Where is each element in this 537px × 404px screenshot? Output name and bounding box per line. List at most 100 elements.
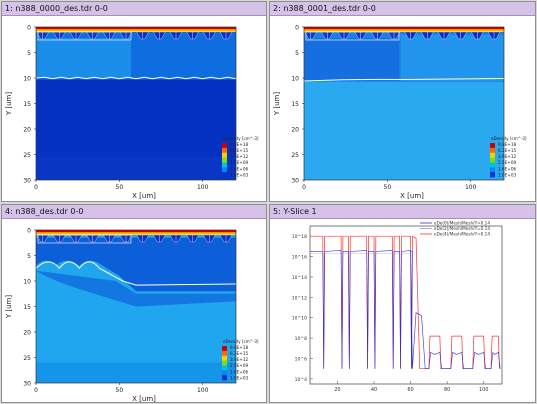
junction-line [35,76,237,80]
y-tick-label: 30 [23,178,31,185]
legend-value: 3.9E+12 [230,154,248,159]
contour-line [305,31,400,41]
y-tick-label: 20 [291,127,299,134]
y-axis-label: Y [um] [5,295,13,319]
legend-value: 6.2E+15 [230,351,248,356]
legend-swatch [222,370,227,376]
contour-region [36,237,236,292]
junction-line [35,261,237,286]
y-tick-label: 10^4 [295,377,307,383]
legend-value: 3.9E+12 [230,357,248,362]
legend-label: eDe(0)/Mesh/Mesh/Y=0.14 [434,221,490,226]
x-axis-label: X [um] [400,192,424,200]
panel-5-title: 5: Y-Slice 1 [270,205,535,219]
y-tick-label: 10^10 [292,316,307,322]
contact-layer [36,232,236,234]
contour-region [36,362,236,383]
contour-region [400,34,504,82]
x-tick-label: 60 [407,387,413,393]
y-tick-label: 10 [23,279,31,286]
y-tick-label: 25 [23,355,31,362]
legend-value: 1.6E+06 [230,369,248,374]
legend-swatch [222,350,227,357]
x-tick-label: 0 [34,184,38,191]
y-tick-label: 10 [23,76,31,83]
x-tick-label: 100 [479,387,489,393]
legend-value: 1.0E+03 [230,375,248,380]
legend-value: 3.9E+12 [498,154,516,159]
y-tick-label: 15 [291,101,299,108]
legend-value: 9.8E+18 [230,142,248,147]
contact-layer [304,29,504,31]
y-tick-label: 5 [27,253,31,260]
legend-swatch [222,152,227,158]
legend-value: 9.8E+18 [230,345,248,350]
legend-value: 6.2E+15 [230,148,248,153]
legend-value: 2.5E+09 [230,160,248,165]
contour-region [36,157,236,180]
panel-4[interactable]: 4: n388_des.tdr 0-0 0 5 10 15 20 25 30 0 50 100 X … [1,204,267,403]
legend-value: 2.5E+09 [230,363,248,368]
contact-layer [36,27,236,29]
legend-swatch [490,143,495,149]
y-tick-label: 5 [295,50,299,57]
x-tick-label: 100 [465,184,477,191]
panel-5-plot: 10^18 10^16 10^14 10^12 10^10 10^8 10^6 10^4 20 4… [292,221,503,393]
legend-swatch [490,162,495,168]
junction-line [303,78,505,82]
contact-layer [36,230,236,232]
contact-layer [36,30,236,32]
y-tick-label: 25 [23,152,31,159]
panel-1-title: 1: n388_0000_des.tdr 0-0 [2,2,266,16]
legend-title: eDensity [cm^-3] [223,339,259,344]
legend-swatch [222,157,227,163]
y-tick-label: 0 [27,25,31,32]
y-tick-label: 25 [291,152,299,159]
x-tick-label: 50 [116,184,124,191]
legend-value: 1.6E+06 [498,166,516,171]
legend-label: eDe(4)/Mesh/Mesh/Y=0.14 [434,232,490,237]
y-tick-label: 10^12 [292,295,307,301]
legend-swatch [222,360,227,366]
legend-swatch [490,157,495,163]
x-tick-label: 20 [334,387,340,393]
y-tick-label: 10^18 [292,234,307,240]
panel-1[interactable]: 1: n388_0000_des.tdr 0-0 0 5 10 15 20 25 30 0 50… [1,1,267,202]
y-tick-label: 10^8 [295,336,307,342]
panel-2-title: 2: n388_0001_des.tdr 0-0 [270,2,535,16]
legend-swatch [222,346,227,352]
legend-title: eDensity [cm^-3] [223,136,259,141]
series-line [310,250,501,370]
contour-region [36,38,131,78]
contour-line [37,234,132,244]
legend-swatch [222,172,227,178]
contour-region [304,38,399,81]
x-tick-label: 50 [384,184,392,191]
legend-swatch [222,167,227,173]
x-tick-label: 50 [116,387,124,394]
legend-swatch [490,147,495,154]
y-tick-label: 15 [23,304,31,311]
x-axis-label: X [um] [132,395,156,402]
x-tick-label: 0 [34,387,38,394]
legend-swatch [222,355,227,361]
x-axis-label: X [um] [132,192,156,200]
contact-layer [36,29,236,31]
y-tick-label: 20 [23,330,31,337]
legend-swatch [490,152,495,158]
legend-title: eDensity [cm^-3] [491,136,527,141]
panel-5[interactable]: 5: Y-Slice 1 10^18 10^16 10^14 10^12 10^10 10… [269,204,536,403]
panel-2[interactable]: 2: n388_0001_des.tdr 0-0 0 5 10 15 20 25 30 0 50… [269,1,536,202]
y-axis-label: Y [um] [273,92,281,116]
x-tick-label: 40 [371,387,377,393]
legend-swatch [222,365,227,371]
legend-swatch [222,162,227,168]
y-tick-label: 15 [23,101,31,108]
legend-value: 9.8E+18 [498,142,516,147]
contact-layer [304,30,504,32]
x-tick-label: 0 [302,184,306,191]
legend-swatch [222,143,227,149]
y-tick-label: 10 [291,76,299,83]
